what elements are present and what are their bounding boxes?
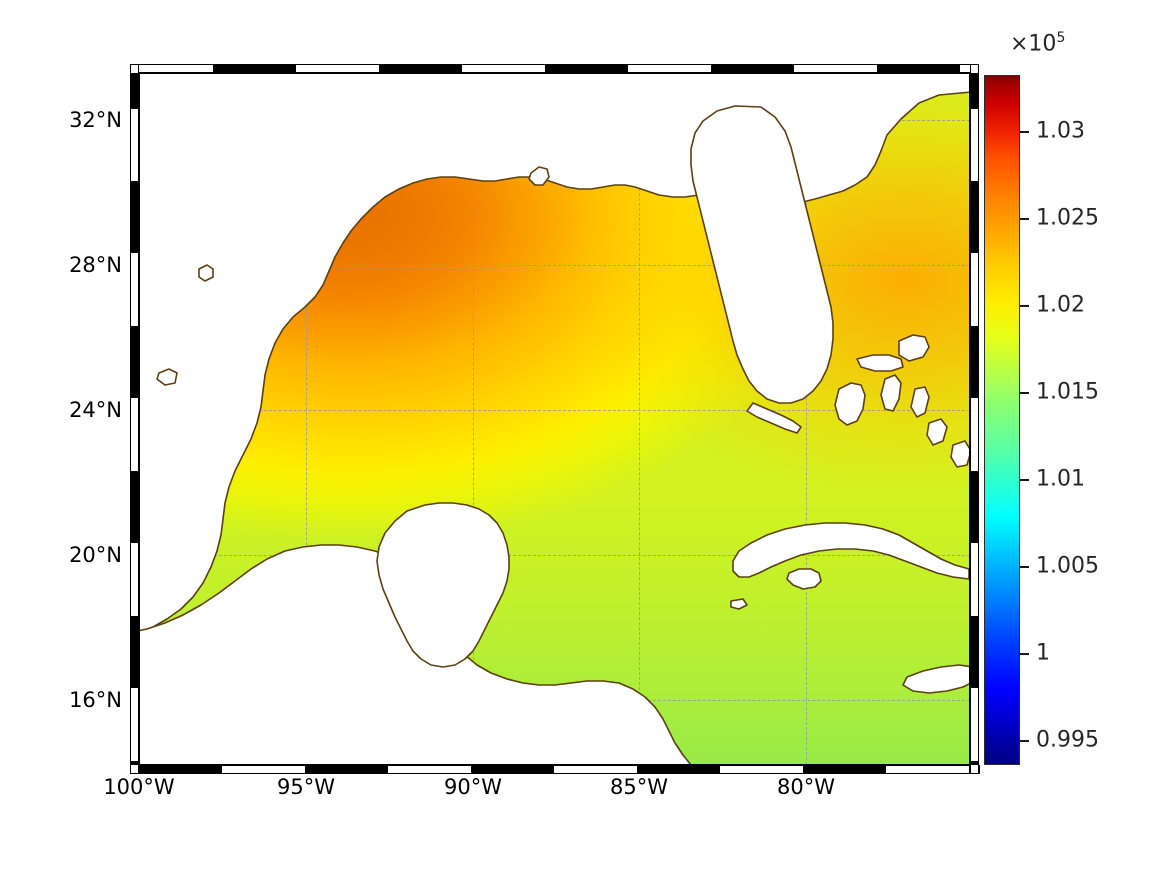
map-plot-area	[139, 73, 970, 765]
colorbar-gradient	[984, 75, 1020, 765]
colorbar-label-0.995: 0.995	[1036, 727, 1099, 753]
xtick-label-85w: 85°W	[610, 775, 668, 799]
colorbar-label-1.005: 1.005	[1036, 553, 1099, 579]
ytick-label-32n: 32°N	[69, 108, 122, 132]
colorbar-label-1.02: 1.02	[1036, 292, 1085, 318]
coastline-florida-keys	[746, 402, 802, 434]
coastline-bahamas-eleuthera	[880, 374, 902, 412]
colorbar-tick-1.005	[1020, 566, 1029, 568]
geography-layer	[139, 73, 970, 765]
xtick-label-90w: 90°W	[444, 775, 502, 799]
xtick-label-95w: 95°W	[277, 775, 335, 799]
coastline-bahamas-andros	[834, 382, 866, 426]
colorbar-offset-exponent: 5	[1056, 30, 1066, 46]
coastline-isla-juventud	[786, 568, 822, 590]
colorbar[interactable]: 1.03 1.025 1.02 1.015 1.01 1.005 1 0.995	[984, 75, 1099, 765]
colorbar-tick-0.995	[1020, 740, 1029, 742]
coastline-north-america	[139, 73, 970, 634]
coastline-florida	[690, 105, 834, 404]
colorbar-tick-1.03	[1020, 131, 1029, 133]
colorbar-label-1.025: 1.025	[1036, 205, 1099, 231]
xtick-label-80w: 80°W	[777, 775, 835, 799]
colorbar-offset-base: ×10	[1010, 31, 1057, 57]
map-frame-right	[970, 64, 979, 774]
colorbar-tick-1.015	[1020, 392, 1029, 394]
coastline-cuba	[732, 522, 970, 580]
coastline-bahamas-abaco	[898, 334, 930, 362]
coastline-jamaica	[902, 664, 970, 694]
ytick-label-28n: 28°N	[69, 253, 122, 277]
colorbar-label-1.015: 1.015	[1036, 379, 1099, 405]
map-frame-left	[130, 64, 139, 774]
coastline-yucatan	[376, 502, 510, 668]
coastline-cayman	[730, 598, 748, 610]
colorbar-offset-text: ×105	[1010, 30, 1065, 56]
ytick-label-24n: 24°N	[69, 398, 122, 422]
coastline-bahamas-south	[950, 440, 970, 468]
xtick-label-100w: 100°W	[103, 775, 175, 799]
colorbar-tick-1	[1020, 653, 1029, 655]
colorbar-tick-1.025	[1020, 218, 1029, 220]
map-axes[interactable]	[130, 64, 980, 774]
ytick-label-16n: 16°N	[69, 688, 122, 712]
coastline-small-island-a	[528, 166, 550, 186]
colorbar-label-1.03: 1.03	[1036, 118, 1085, 144]
map-frame-top	[130, 64, 979, 73]
map-frame-bottom	[130, 765, 980, 774]
coastline-bahamas-grand	[856, 354, 904, 372]
coastline-small-island-c	[156, 368, 178, 386]
coastline-bahamas-long	[926, 418, 948, 446]
colorbar-tick-1.01	[1020, 479, 1029, 481]
coastline-bahamas-cat	[910, 386, 930, 418]
ytick-label-20n: 20°N	[69, 543, 122, 567]
colorbar-tick-1.02	[1020, 305, 1029, 307]
coastline-small-island-b	[198, 264, 214, 282]
colorbar-label-1.01: 1.01	[1036, 466, 1085, 492]
colorbar-label-1: 1	[1036, 640, 1050, 666]
